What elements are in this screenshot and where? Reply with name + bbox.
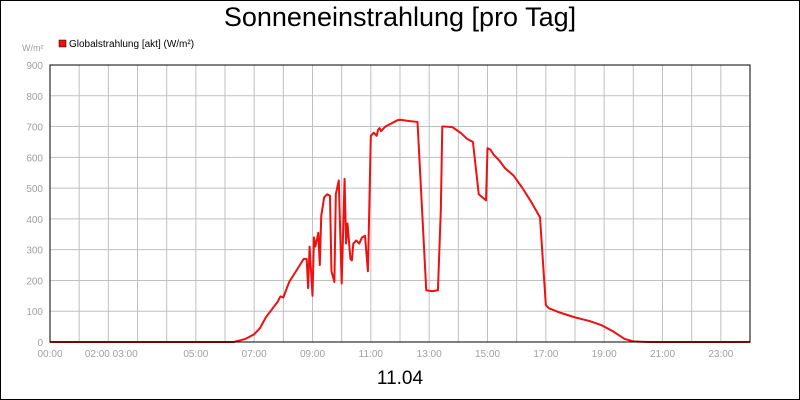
x-tick-label: 05:00 (183, 349, 208, 360)
x-axis-date-label: 11.04 (376, 368, 424, 389)
y-tick-label: 600 (26, 153, 43, 164)
chart-title: Sonneneinstrahlung [pro Tag] (223, 2, 577, 32)
y-tick-label: 800 (26, 92, 43, 103)
y-tick-label: 200 (26, 276, 43, 287)
grid-lines (50, 65, 750, 342)
x-tick-label: 09:00 (300, 349, 325, 360)
x-tick-label: 21:00 (650, 349, 675, 360)
x-axis-ticks: 00:00 02:00 03:00 05:00 07:00 09:00 11:00 13:0… (37, 349, 733, 360)
plot-border (49, 64, 751, 343)
y-tick-label: 0 (37, 338, 43, 349)
y-axis-unit: W/m² (22, 43, 44, 53)
y-tick-label: 300 (26, 246, 43, 257)
x-tick-label: 19:00 (592, 349, 617, 360)
x-tick-label: 02:00 03:00 (85, 349, 138, 360)
series-line-globalstrahlung (50, 118, 750, 343)
y-tick-label: 500 (26, 184, 43, 195)
y-tick-label: 900 (26, 61, 43, 72)
x-tick-label: 11:00 (359, 349, 384, 360)
x-tick-label: 23:00 (708, 349, 733, 360)
x-tick-label: 17:00 (533, 349, 558, 360)
x-tick-label: 15:00 (475, 349, 500, 360)
legend-label: Globalstrahlung [akt] (W/m²) (69, 39, 194, 50)
x-tick-label: 00:00 (37, 349, 62, 360)
y-tick-label: 100 (26, 307, 43, 318)
y-axis-ticks: 0 100 200 300 400 500 600 700 800 900 (26, 61, 43, 349)
y-tick-label: 400 (26, 215, 43, 226)
legend-swatch (58, 39, 67, 48)
y-tick-label: 700 (26, 123, 43, 134)
x-tick-label: 13:00 (417, 349, 442, 360)
x-tick-label: 07:00 (242, 349, 267, 360)
